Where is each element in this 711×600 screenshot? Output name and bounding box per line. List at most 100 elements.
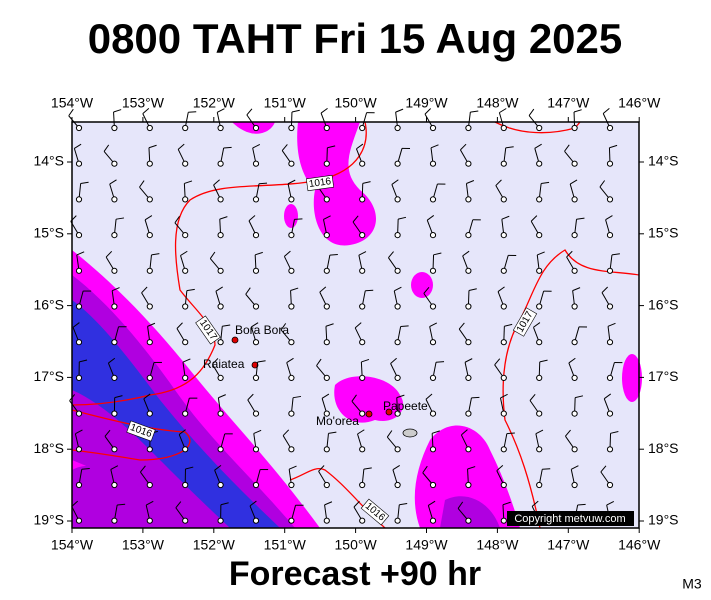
barb-station — [111, 481, 118, 489]
barb-feather — [284, 250, 291, 257]
barb-station — [146, 410, 153, 417]
barb-station — [359, 339, 366, 346]
barb-station — [252, 446, 260, 453]
barb-feather — [324, 501, 333, 506]
barb-feather — [426, 215, 435, 221]
barb-feather — [80, 181, 89, 184]
barb-feather — [501, 215, 510, 220]
barb-station — [465, 339, 472, 346]
barb-station — [252, 410, 260, 417]
barb-feather — [575, 395, 584, 399]
barb-station — [606, 446, 614, 453]
barb-station — [288, 196, 295, 203]
barb-station — [288, 410, 295, 417]
barb-feather — [357, 429, 365, 435]
barb-feather — [599, 180, 606, 188]
barb-station — [394, 232, 401, 239]
barb-station — [252, 517, 260, 524]
barb-station — [394, 481, 401, 489]
barb-feather — [529, 394, 536, 401]
barb-station — [429, 339, 437, 346]
barb-feather — [602, 107, 610, 114]
barb-station — [323, 481, 330, 489]
barb-station — [146, 160, 153, 167]
barb-station — [182, 410, 189, 417]
barb-feather — [577, 503, 586, 506]
lat-label: 16°S — [33, 296, 64, 312]
barb-feather — [282, 429, 290, 436]
barb-station — [465, 517, 472, 524]
barb-station — [359, 124, 366, 132]
barb-station — [571, 374, 578, 381]
lon-label: 149°W — [405, 95, 448, 111]
barb-station — [500, 374, 507, 381]
barb-feather — [609, 144, 618, 149]
barb-station — [288, 446, 295, 453]
barb-station — [111, 160, 118, 167]
barb-feather — [140, 465, 146, 473]
barb-station — [465, 410, 472, 417]
barb-feather — [281, 144, 288, 151]
lon-label: 148°W — [476, 537, 519, 553]
barb-station — [500, 124, 507, 132]
barb-station — [359, 267, 366, 274]
city-marker — [231, 336, 239, 344]
barb-feather — [358, 251, 367, 256]
barb-station — [146, 481, 153, 489]
barb-feather — [247, 393, 254, 401]
barb-station — [146, 446, 153, 453]
city-marker — [385, 408, 393, 416]
barb-station — [217, 303, 224, 310]
islands — [231, 336, 418, 438]
barb-feather — [433, 252, 442, 256]
barb-feather — [399, 503, 408, 506]
barb-station — [182, 374, 189, 381]
barb-feather — [425, 393, 433, 400]
barb-station — [606, 303, 614, 310]
barb-station — [359, 232, 366, 239]
barb-station — [182, 232, 189, 239]
barb-feather — [392, 465, 400, 471]
barb-station — [323, 374, 330, 381]
barb-feather — [108, 357, 116, 364]
lon-label: 148°W — [476, 95, 519, 111]
barb-feather — [610, 431, 619, 434]
lat-label: 16°S — [648, 296, 679, 312]
barb-station — [571, 124, 578, 132]
barb-station — [323, 124, 330, 132]
barb-feather — [566, 250, 573, 258]
barb-feather — [318, 465, 325, 472]
barb-station — [500, 339, 507, 346]
barb-feather — [462, 250, 470, 257]
barb-feather — [246, 108, 253, 116]
barb-station — [252, 232, 260, 239]
barb-station — [465, 232, 472, 239]
barb-station — [465, 196, 472, 203]
barb-feather — [504, 323, 513, 327]
rain-light — [411, 272, 433, 298]
barb-station — [111, 339, 118, 346]
barb-feather — [117, 503, 126, 506]
barb-station — [288, 232, 295, 239]
barb-station — [429, 232, 437, 239]
barb-feather — [363, 467, 372, 470]
barb-station — [252, 481, 260, 489]
barb-feather — [471, 396, 480, 399]
isobar-label: 1016 — [305, 174, 335, 192]
barb-feather — [506, 432, 515, 435]
barb-station — [323, 232, 330, 239]
barb-feather — [531, 500, 539, 507]
barb-feather — [211, 358, 219, 365]
barb-feather — [565, 429, 571, 437]
barb-feather — [537, 251, 545, 256]
barb-feather — [430, 144, 439, 149]
barb-station — [182, 267, 189, 274]
barb-station — [359, 374, 366, 381]
barb-feather — [361, 358, 370, 363]
barb-feather — [177, 143, 185, 150]
barb-feather — [468, 288, 477, 291]
barb-feather — [535, 429, 544, 435]
barb-station — [75, 517, 83, 524]
barb-station — [217, 339, 224, 346]
